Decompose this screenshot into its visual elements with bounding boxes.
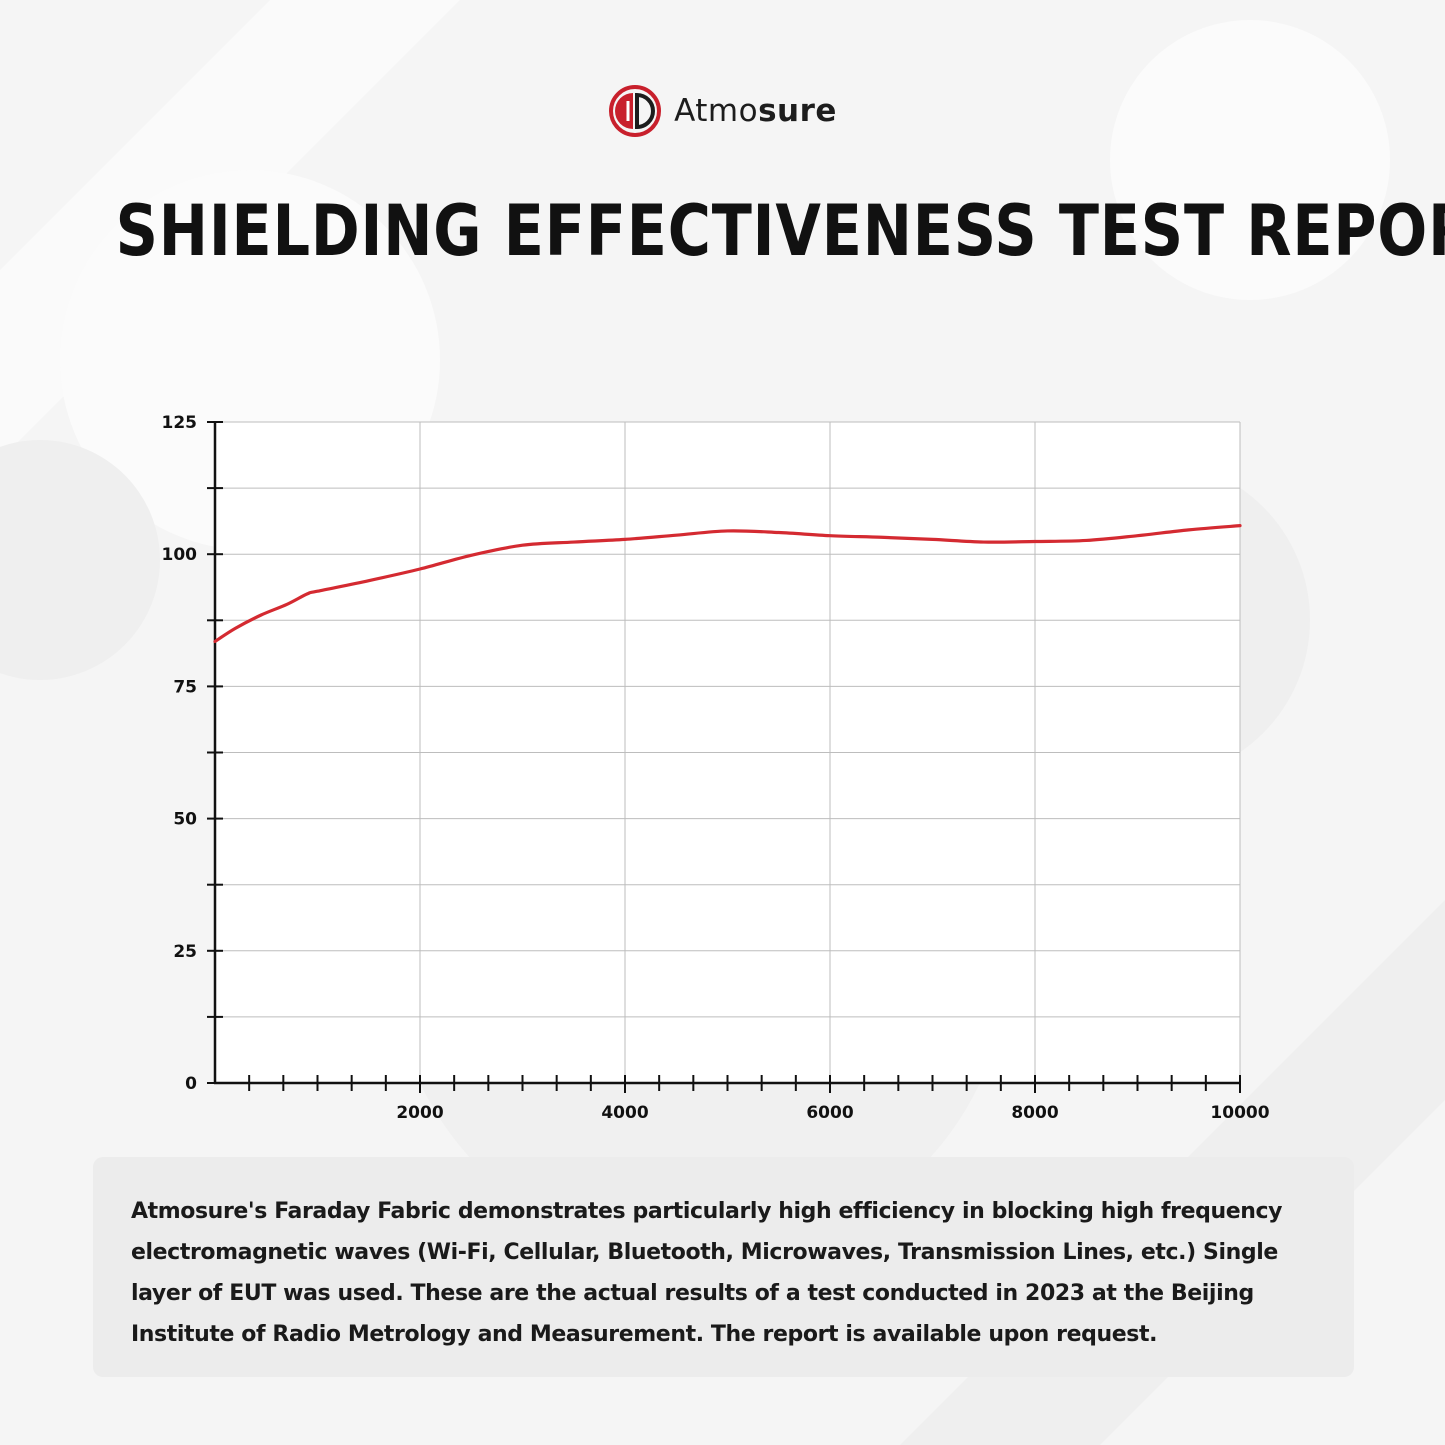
data-series-line bbox=[213, 524, 1242, 644]
y-tick-label: 25 bbox=[173, 942, 197, 962]
x-tick-label: 8000 bbox=[1011, 1103, 1058, 1123]
brand-name: Atmosure bbox=[674, 93, 837, 129]
description-text: Atmosure's Faraday Fabric demonstrates p… bbox=[131, 1199, 1283, 1347]
atmosure-logo-icon bbox=[609, 85, 662, 137]
brand-name-light: Atmo bbox=[674, 93, 759, 129]
y-tick-label: 100 bbox=[162, 545, 198, 565]
y-tick-label: 0 bbox=[185, 1074, 197, 1094]
page-title: SHIELDING EFFECTIVENESS TEST REPORT bbox=[115, 190, 1445, 272]
shielding-effectiveness-chart: 0 25 50 75 100 125 2000 4000 6000 8000 10000 bbox=[162, 413, 1270, 1123]
y-tick-label: 75 bbox=[173, 677, 197, 697]
description-panel: Atmosure's Faraday Fabric demonstrates p… bbox=[93, 1157, 1354, 1377]
x-tick-label: 6000 bbox=[806, 1103, 853, 1123]
x-tick-label: 10000 bbox=[1210, 1103, 1269, 1123]
y-tick-label: 50 bbox=[173, 810, 197, 830]
brand-header: Atmosure bbox=[0, 84, 1445, 138]
x-tick-label: 2000 bbox=[396, 1103, 443, 1123]
y-tick-label: 125 bbox=[162, 413, 198, 433]
x-tick-label: 4000 bbox=[601, 1103, 648, 1123]
brand-name-bold: sure bbox=[758, 93, 837, 129]
